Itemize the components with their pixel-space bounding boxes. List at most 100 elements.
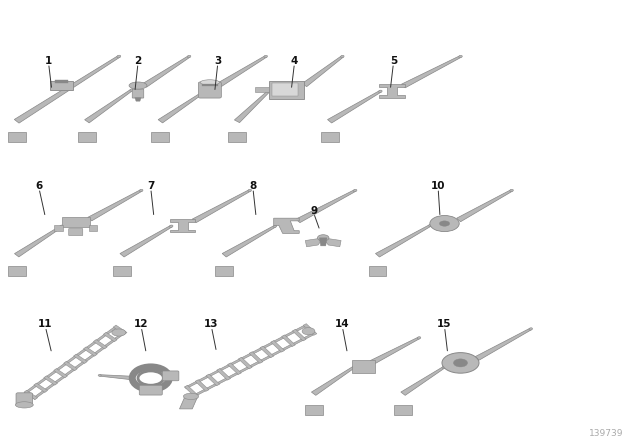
Polygon shape — [228, 363, 241, 375]
Ellipse shape — [60, 225, 63, 228]
FancyBboxPatch shape — [215, 267, 233, 276]
Polygon shape — [93, 340, 107, 349]
Polygon shape — [120, 225, 172, 257]
Ellipse shape — [417, 337, 420, 339]
Polygon shape — [238, 358, 252, 369]
FancyBboxPatch shape — [394, 405, 412, 415]
Text: 4: 4 — [291, 56, 298, 66]
FancyBboxPatch shape — [269, 81, 305, 99]
Text: 9: 9 — [310, 206, 317, 215]
FancyBboxPatch shape — [273, 83, 298, 96]
FancyBboxPatch shape — [305, 405, 323, 415]
Polygon shape — [292, 329, 306, 341]
Polygon shape — [142, 56, 190, 87]
FancyBboxPatch shape — [54, 225, 63, 231]
Polygon shape — [319, 238, 327, 246]
FancyBboxPatch shape — [152, 133, 170, 142]
Ellipse shape — [248, 190, 252, 192]
Polygon shape — [305, 238, 323, 247]
Text: 7: 7 — [147, 181, 154, 191]
Ellipse shape — [442, 366, 445, 369]
Polygon shape — [282, 335, 295, 346]
Ellipse shape — [183, 393, 198, 400]
FancyBboxPatch shape — [61, 217, 90, 227]
Polygon shape — [170, 219, 195, 233]
Polygon shape — [100, 375, 133, 380]
Text: 1: 1 — [45, 56, 52, 66]
Polygon shape — [312, 366, 355, 395]
FancyBboxPatch shape — [113, 267, 131, 276]
Polygon shape — [296, 190, 356, 223]
Ellipse shape — [130, 89, 133, 91]
Polygon shape — [303, 323, 317, 335]
Ellipse shape — [117, 55, 121, 58]
Polygon shape — [401, 56, 461, 88]
FancyBboxPatch shape — [88, 225, 97, 231]
FancyBboxPatch shape — [198, 82, 221, 98]
FancyBboxPatch shape — [228, 133, 246, 142]
FancyBboxPatch shape — [50, 81, 73, 90]
Ellipse shape — [267, 90, 270, 93]
Polygon shape — [34, 383, 47, 392]
Polygon shape — [179, 397, 197, 409]
Polygon shape — [135, 98, 141, 101]
FancyBboxPatch shape — [140, 385, 163, 395]
FancyBboxPatch shape — [8, 267, 26, 276]
Bar — [202, 84, 218, 86]
Text: 13: 13 — [204, 319, 219, 329]
Polygon shape — [14, 56, 120, 123]
Polygon shape — [255, 87, 269, 92]
Ellipse shape — [273, 225, 276, 228]
Polygon shape — [302, 56, 343, 86]
Polygon shape — [222, 225, 276, 257]
Ellipse shape — [302, 327, 315, 335]
Polygon shape — [370, 337, 420, 364]
Polygon shape — [74, 354, 87, 363]
Text: 2: 2 — [134, 56, 141, 66]
Text: 11: 11 — [38, 319, 52, 329]
Text: 15: 15 — [437, 319, 452, 329]
Text: 6: 6 — [35, 181, 43, 191]
Polygon shape — [401, 367, 445, 395]
Ellipse shape — [454, 359, 467, 367]
FancyBboxPatch shape — [132, 89, 144, 98]
Ellipse shape — [459, 56, 462, 58]
Polygon shape — [216, 56, 266, 88]
Polygon shape — [376, 224, 431, 257]
Ellipse shape — [440, 221, 450, 226]
Polygon shape — [249, 352, 263, 363]
Ellipse shape — [112, 329, 126, 336]
Ellipse shape — [353, 190, 357, 192]
FancyBboxPatch shape — [369, 267, 387, 276]
Ellipse shape — [200, 92, 204, 95]
Polygon shape — [328, 90, 381, 123]
FancyBboxPatch shape — [55, 80, 68, 83]
Text: 12: 12 — [134, 319, 148, 329]
FancyBboxPatch shape — [68, 228, 83, 236]
Polygon shape — [84, 90, 132, 123]
Text: 10: 10 — [431, 181, 445, 191]
Ellipse shape — [317, 235, 329, 241]
Ellipse shape — [353, 366, 356, 368]
Ellipse shape — [340, 55, 344, 58]
Ellipse shape — [510, 190, 513, 192]
Ellipse shape — [379, 90, 382, 93]
Polygon shape — [271, 340, 285, 352]
Polygon shape — [158, 92, 203, 123]
Polygon shape — [24, 327, 116, 394]
Polygon shape — [44, 376, 58, 385]
Polygon shape — [379, 84, 404, 98]
Ellipse shape — [430, 215, 460, 232]
Ellipse shape — [442, 353, 479, 373]
Polygon shape — [185, 326, 305, 389]
Ellipse shape — [188, 55, 191, 58]
FancyBboxPatch shape — [321, 133, 339, 142]
Polygon shape — [475, 328, 532, 360]
Polygon shape — [195, 380, 209, 392]
Ellipse shape — [264, 55, 268, 58]
Polygon shape — [323, 238, 341, 247]
Ellipse shape — [15, 402, 33, 408]
Polygon shape — [83, 347, 97, 356]
Polygon shape — [88, 190, 142, 221]
Polygon shape — [456, 190, 513, 222]
